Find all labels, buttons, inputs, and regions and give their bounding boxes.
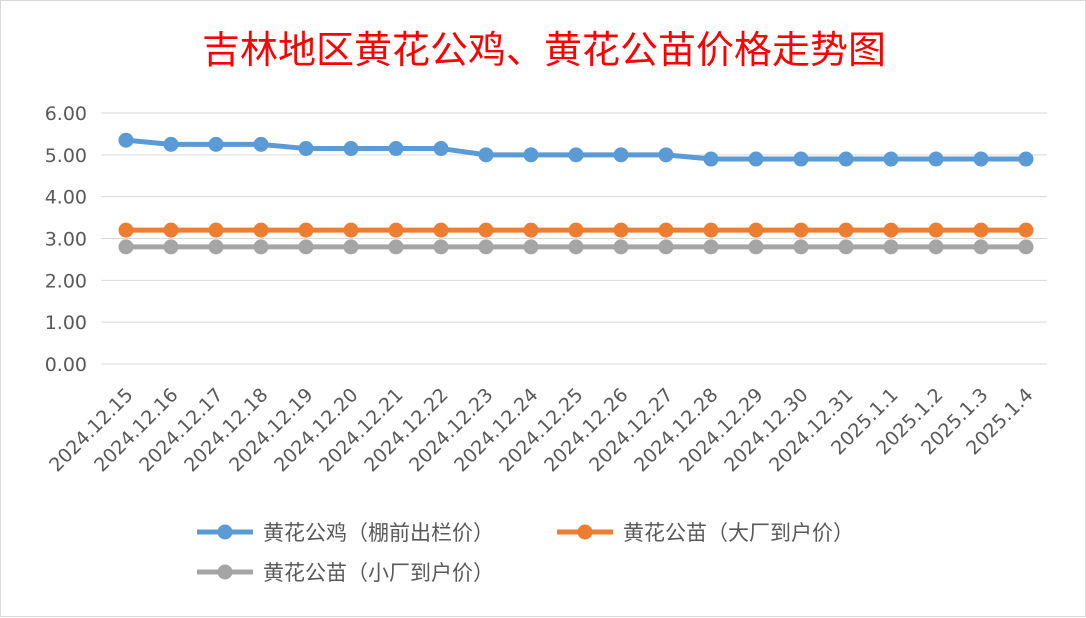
data-point xyxy=(613,222,629,238)
data-point xyxy=(703,222,719,238)
y-tick-label: 3.00 xyxy=(45,229,87,251)
legend-label: 黄花公苗（小厂到户价） xyxy=(263,561,494,585)
legend-item-3: 黄花公苗（小厂到户价） xyxy=(197,561,494,585)
legend-label: 黄花公苗（大厂到户价） xyxy=(623,521,854,545)
data-point xyxy=(838,239,854,255)
data-point xyxy=(343,239,359,255)
data-point xyxy=(523,222,539,238)
data-point xyxy=(1018,151,1034,167)
y-axis: 0.00 1.00 2.00 3.00 4.00 5.00 6.00 xyxy=(45,103,87,376)
y-tick-label: 4.00 xyxy=(45,187,87,209)
data-point xyxy=(253,239,269,255)
data-point xyxy=(883,222,899,238)
legend-marker xyxy=(577,524,593,540)
data-point xyxy=(388,222,404,238)
data-point xyxy=(523,239,539,255)
data-point xyxy=(118,222,134,238)
legend-item-2: 黄花公苗（大厂到户价） xyxy=(557,521,854,545)
data-point xyxy=(793,222,809,238)
data-point xyxy=(748,239,764,255)
data-point xyxy=(838,151,854,167)
data-point xyxy=(613,147,629,163)
data-point xyxy=(478,222,494,238)
data-point xyxy=(298,141,314,157)
series-1 xyxy=(118,132,1034,167)
data-point xyxy=(613,239,629,255)
data-point xyxy=(478,239,494,255)
y-tick-label: 0.00 xyxy=(45,354,87,376)
data-point xyxy=(298,222,314,238)
data-point xyxy=(433,239,449,255)
legend-marker xyxy=(217,564,233,580)
data-point xyxy=(433,222,449,238)
data-point xyxy=(568,239,584,255)
data-point xyxy=(703,239,719,255)
data-point xyxy=(433,141,449,157)
data-point xyxy=(163,222,179,238)
data-point xyxy=(208,222,224,238)
legend: 黄花公鸡（棚前出栏价） 黄花公苗（大厂到户价） 黄花公苗（小厂到户价） xyxy=(197,521,854,585)
data-point xyxy=(928,151,944,167)
data-point xyxy=(928,239,944,255)
data-point xyxy=(388,141,404,157)
data-point xyxy=(478,147,494,163)
data-point xyxy=(163,239,179,255)
data-point xyxy=(703,151,719,167)
data-point xyxy=(928,222,944,238)
data-point xyxy=(973,222,989,238)
data-point xyxy=(118,239,134,255)
series-group xyxy=(118,132,1034,255)
data-point xyxy=(883,239,899,255)
legend-marker xyxy=(217,524,233,540)
data-point xyxy=(658,147,674,163)
data-point xyxy=(1018,239,1034,255)
chart-title: 吉林地区黄花公鸡、黄花公苗价格走势图 xyxy=(202,28,886,72)
data-point xyxy=(658,222,674,238)
y-tick-label: 5.00 xyxy=(45,145,87,167)
data-point xyxy=(253,222,269,238)
data-point xyxy=(343,141,359,157)
legend-item-1: 黄花公鸡（棚前出栏价） xyxy=(197,521,494,545)
series-2 xyxy=(118,222,1034,238)
data-point xyxy=(793,239,809,255)
series-3 xyxy=(118,239,1034,255)
legend-label: 黄花公鸡（棚前出栏价） xyxy=(263,521,494,545)
x-axis: 2024.12.152024.12.162024.12.172024.12.18… xyxy=(45,384,1037,476)
data-point xyxy=(568,147,584,163)
data-point xyxy=(253,136,269,152)
data-point xyxy=(973,239,989,255)
data-point xyxy=(793,151,809,167)
y-tick-label: 6.00 xyxy=(45,103,87,125)
data-point xyxy=(748,151,764,167)
data-point xyxy=(883,151,899,167)
data-point xyxy=(343,222,359,238)
data-point xyxy=(973,151,989,167)
data-point xyxy=(568,222,584,238)
data-point xyxy=(1018,222,1034,238)
data-point xyxy=(658,239,674,255)
y-tick-label: 2.00 xyxy=(45,270,87,292)
data-point xyxy=(748,222,764,238)
data-point xyxy=(388,239,404,255)
data-point xyxy=(118,132,134,148)
data-point xyxy=(523,147,539,163)
data-point xyxy=(163,136,179,152)
data-point xyxy=(838,222,854,238)
data-point xyxy=(208,239,224,255)
data-point xyxy=(298,239,314,255)
y-tick-label: 1.00 xyxy=(45,312,87,334)
data-point xyxy=(208,136,224,152)
